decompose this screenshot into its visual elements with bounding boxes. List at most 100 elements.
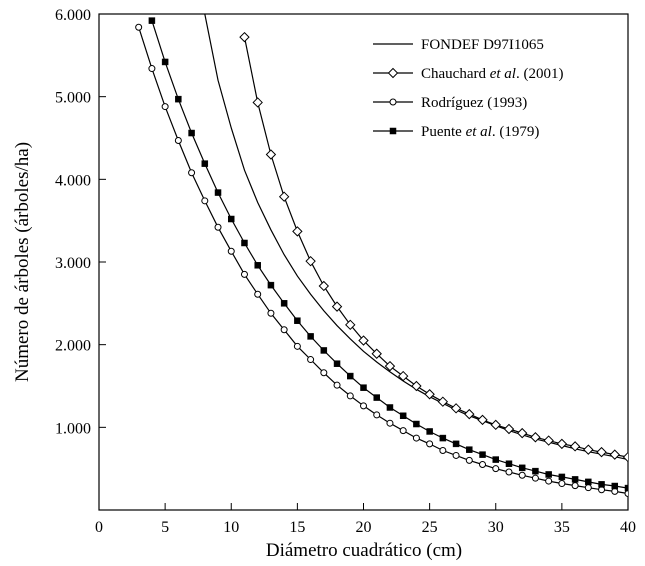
data-point — [161, 58, 169, 66]
data-point — [292, 226, 303, 237]
series-line — [151, 20, 628, 489]
data-point — [214, 223, 222, 231]
y-tick-label: 6.000 — [55, 7, 91, 24]
series-line — [138, 27, 628, 495]
data-point — [558, 473, 566, 481]
data-point — [386, 419, 394, 427]
data-point — [571, 482, 579, 490]
x-tick-label: 5 — [161, 519, 169, 536]
data-point — [373, 394, 380, 401]
data-point — [278, 191, 290, 202]
data-point — [624, 484, 628, 492]
data-point — [609, 449, 620, 460]
data-point — [358, 335, 369, 346]
data-point — [490, 419, 501, 431]
data-point — [280, 326, 288, 334]
data-point — [214, 189, 222, 196]
data-point — [346, 392, 354, 400]
data-point — [598, 481, 605, 488]
data-point — [479, 461, 487, 469]
series-layer — [135, 14, 628, 497]
data-point — [492, 465, 500, 473]
data-point — [583, 444, 594, 455]
data-point — [320, 347, 328, 354]
x-tick-label: 35 — [554, 519, 570, 536]
legend-label-part: Chauchard — [421, 66, 490, 82]
data-point — [452, 440, 460, 448]
data-point — [464, 408, 475, 420]
data-point — [174, 136, 182, 144]
data-point — [413, 420, 420, 428]
data-point — [585, 478, 592, 486]
data-point — [294, 317, 301, 324]
data-point — [252, 97, 263, 108]
data-point — [399, 412, 407, 420]
data-point — [148, 65, 156, 73]
data-point — [518, 471, 526, 479]
y-tick-label: 4.000 — [55, 172, 91, 189]
data-point — [331, 301, 343, 312]
data-point — [624, 489, 628, 497]
x-tick-label: 0 — [95, 519, 103, 536]
data-point — [305, 255, 316, 267]
legend-marker — [389, 127, 397, 135]
data-point — [371, 348, 382, 359]
legend-label: Rodríguez (1993) — [421, 95, 527, 111]
data-point — [465, 456, 473, 464]
data-point — [411, 380, 422, 392]
data-point — [399, 427, 407, 435]
data-point — [320, 369, 328, 377]
data-point — [188, 169, 196, 177]
data-point — [452, 451, 460, 459]
data-point — [611, 487, 619, 495]
series-square — [148, 17, 628, 492]
legend-label: Chauchard et al. (2001) — [421, 66, 563, 82]
x-tick-label: 15 — [289, 519, 305, 536]
data-point — [333, 381, 341, 389]
data-point — [558, 480, 566, 488]
data-point — [241, 239, 248, 247]
data-point — [437, 396, 449, 407]
legend-label-part: et al — [490, 66, 516, 82]
data-point — [466, 446, 473, 453]
legend-label-part: . (2001) — [516, 66, 564, 82]
data-point — [532, 467, 539, 475]
data-point — [439, 434, 447, 442]
data-point — [545, 477, 553, 485]
data-point — [280, 300, 288, 307]
data-point — [254, 262, 261, 269]
data-point — [571, 476, 579, 483]
data-point — [611, 482, 619, 490]
data-point — [477, 414, 488, 426]
data-point — [201, 197, 209, 205]
data-point — [622, 451, 628, 463]
data-point — [373, 411, 381, 419]
data-point — [360, 402, 367, 410]
data-point — [333, 360, 341, 367]
data-point — [345, 319, 356, 331]
data-point — [412, 434, 420, 442]
data-point — [307, 356, 315, 364]
data-point — [424, 389, 435, 400]
legend-marker — [387, 67, 399, 79]
data-point — [384, 360, 396, 372]
data-point — [531, 474, 539, 482]
data-point — [135, 23, 143, 31]
data-point — [240, 270, 248, 278]
data-point — [505, 460, 513, 467]
y-tick-label: 3.000 — [55, 255, 91, 272]
data-point — [503, 423, 515, 435]
data-point — [596, 446, 607, 458]
data-point — [360, 384, 367, 391]
data-point — [397, 370, 409, 382]
data-point — [530, 432, 541, 443]
y-tick-label: 1.000 — [55, 420, 91, 437]
data-point — [161, 103, 169, 111]
series-diamond — [239, 31, 628, 463]
data-point — [492, 456, 499, 463]
data-point — [188, 129, 195, 137]
data-point — [267, 309, 275, 317]
data-point — [228, 215, 235, 223]
data-point — [505, 468, 513, 476]
x-tick-label: 40 — [620, 519, 636, 536]
